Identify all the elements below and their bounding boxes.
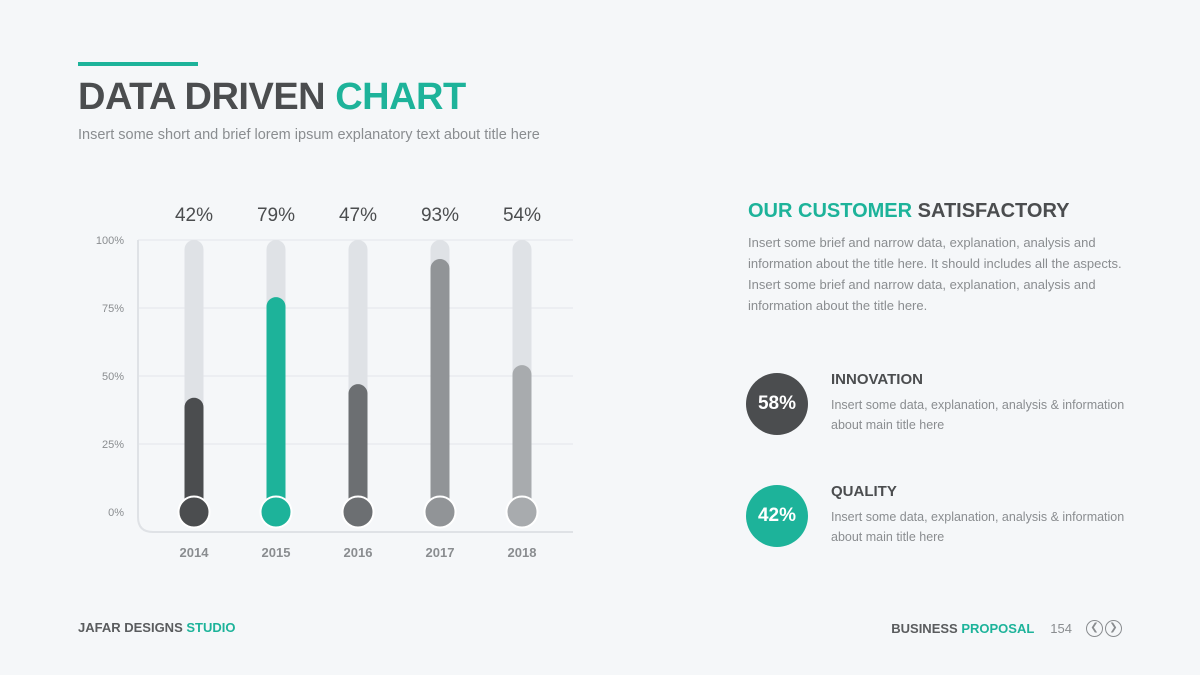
x-category-label: 2017 bbox=[426, 545, 455, 560]
bar-value-label: 42% bbox=[175, 205, 213, 226]
stat-value-circle: 58% bbox=[746, 373, 808, 435]
y-tick-label: 50% bbox=[102, 371, 124, 383]
page-title: DATA DRIVEN CHART bbox=[78, 76, 466, 119]
satisfaction-heading-accent: OUR CUSTOMER bbox=[748, 200, 918, 222]
bar-bulb bbox=[505, 495, 539, 529]
y-tick-label: 100% bbox=[96, 235, 124, 247]
stat-title: INNOVATION bbox=[831, 371, 923, 388]
bar-value-label: 47% bbox=[339, 205, 377, 226]
satisfaction-heading: OUR CUSTOMER SATISFACTORY bbox=[748, 200, 1070, 223]
bar-2017 bbox=[430, 259, 450, 512]
satisfaction-description: Insert some brief and narrow data, expla… bbox=[748, 235, 1122, 313]
bar-2016 bbox=[348, 384, 368, 512]
x-category-label: 2015 bbox=[262, 545, 291, 560]
x-category-label: 2018 bbox=[508, 545, 537, 560]
stat-value-circle: 42% bbox=[746, 485, 808, 547]
y-tick-label: 25% bbox=[102, 439, 124, 451]
bar-bulb bbox=[423, 495, 457, 529]
footer-brand-accent: STUDIO bbox=[186, 620, 236, 635]
stat-description: Insert some data, explanation, analysis … bbox=[831, 510, 1125, 544]
footer-nav: BUSINESS PROPOSAL 154 ❮ ❯ bbox=[891, 618, 1122, 638]
title-accent-line bbox=[78, 62, 198, 66]
chart-axis bbox=[137, 240, 573, 533]
page-subtitle: Insert some short and brief lorem ipsum … bbox=[78, 127, 540, 143]
bar-bulb bbox=[177, 495, 211, 529]
bar-2015 bbox=[266, 297, 286, 512]
stat-quality: 42% QUALITY Insert some data, explanatio… bbox=[746, 483, 1146, 549]
y-tick-label: 75% bbox=[102, 303, 124, 315]
chevron-left-icon[interactable]: ❮ bbox=[1086, 619, 1103, 637]
x-category-label: 2014 bbox=[180, 545, 210, 560]
x-category-label: 2016 bbox=[344, 545, 373, 560]
bar-bulb bbox=[259, 495, 293, 529]
footer-proposal-accent: PROPOSAL bbox=[961, 620, 1035, 636]
bar-2018 bbox=[512, 365, 532, 512]
bar-2014 bbox=[184, 397, 204, 512]
footer-brand: JAFAR DESIGNS STUDIO bbox=[78, 620, 235, 635]
bar-chart: 0% 25% 50% 75% 100% 42% 2014 79% 2015 47% 2016 93% 2… bbox=[96, 205, 573, 560]
footer-proposal-label: BUSINESS PROPOSAL bbox=[891, 621, 1034, 636]
title-part-accent: CHART bbox=[335, 76, 466, 118]
y-tick-label: 0% bbox=[108, 507, 124, 519]
page-number: 154 bbox=[1050, 620, 1072, 636]
bar-value-label: 54% bbox=[503, 205, 541, 226]
bar-value-label: 79% bbox=[257, 205, 295, 226]
footer-proposal-dark: BUSINESS bbox=[891, 620, 962, 636]
bar-bulb bbox=[341, 495, 375, 529]
stat-innovation: 58% INNOVATION Insert some data, explana… bbox=[746, 371, 1146, 437]
satisfaction-heading-dark: SATISFACTORY bbox=[917, 200, 1070, 222]
stat-title: QUALITY bbox=[831, 483, 897, 500]
title-part-dark: DATA DRIVEN bbox=[78, 76, 336, 118]
footer-brand-dark: JAFAR DESIGNS bbox=[78, 620, 187, 635]
chevron-right-icon[interactable]: ❯ bbox=[1105, 619, 1122, 637]
stat-description: Insert some data, explanation, analysis … bbox=[831, 398, 1125, 432]
bar-value-label: 93% bbox=[421, 205, 459, 226]
